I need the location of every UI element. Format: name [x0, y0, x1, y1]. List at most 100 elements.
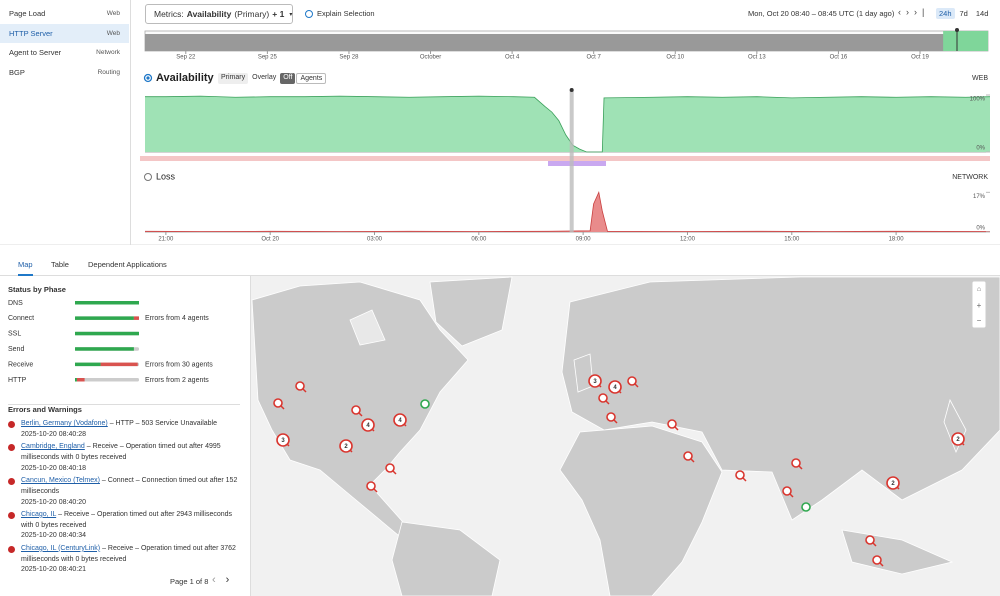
sidebar-tag: Web [106, 10, 120, 17]
error-location[interactable]: Berlin, Germany (Vodafone) [21, 420, 108, 427]
phase-error [76, 378, 85, 382]
map-marker[interactable] [273, 398, 285, 410]
phase-success [75, 347, 134, 351]
marker-count: 4 [366, 423, 370, 429]
tab[interactable]: Map [18, 260, 33, 276]
marker-ring [295, 381, 305, 391]
error-time: 2025-10-20 08:40:21 [21, 566, 86, 574]
map-marker[interactable] [366, 481, 378, 493]
map-marker[interactable] [351, 405, 363, 417]
marker-ring [683, 451, 693, 461]
sidebar-item[interactable]: BGP Routing [0, 63, 129, 82]
map-marker[interactable]: 4 [608, 380, 622, 394]
phase-success [75, 316, 134, 320]
map-marker[interactable] [295, 381, 307, 393]
strip [548, 161, 606, 166]
marker-tail [605, 400, 610, 405]
sidebar-item[interactable]: Page Load Web [0, 4, 129, 23]
range-button[interactable]: 14d [975, 9, 989, 18]
map: ⌂ + − 3 2 4 4 3 4 2 2 [251, 276, 1000, 596]
time-range: Mon, Oct 20 08:40 – 08:45 UTC (1 day ago… [748, 9, 895, 18]
marker-ring [872, 555, 882, 565]
sidebar-tag: Web [106, 29, 120, 37]
overview-tick-label: Sep 22 [176, 55, 196, 61]
home-icon[interactable]: ⌂ [977, 286, 981, 293]
metrics-label: Metrics: [154, 9, 184, 19]
y-tick-label: 0% [976, 146, 985, 152]
map-marker[interactable]: 2 [951, 432, 965, 446]
marker-ring [608, 380, 622, 394]
time-nav[interactable]: ‹››| [898, 7, 930, 17]
lakes [349, 309, 386, 346]
error-body: Berlin, Germany (Vodafone) – HTTP – 503 … [21, 419, 217, 441]
phase-success [75, 362, 101, 367]
map-marker[interactable] [865, 535, 877, 547]
map-marker[interactable] [627, 376, 639, 388]
sidebar-item[interactable]: HTTP Server Web [0, 23, 129, 43]
loss-line [144, 190, 991, 232]
phase-name: HTTP [8, 377, 27, 384]
explain-button[interactable]: Explain Selection [305, 9, 375, 18]
marker-ring [420, 399, 430, 409]
map-marker[interactable]: 3 [276, 433, 290, 447]
sidebar-item[interactable]: Agent to Server Network [0, 43, 129, 62]
error-list: Berlin, Germany (Vodafone) – HTTP – 503 … [8, 419, 240, 578]
map-marker[interactable] [598, 393, 610, 405]
page-nav[interactable]: ‹› [212, 574, 240, 586]
error-location[interactable]: Cambridge, England [21, 443, 85, 451]
marker-ring [606, 412, 616, 422]
zoom-out[interactable]: − [977, 316, 982, 325]
radio[interactable] [144, 173, 152, 181]
error-item: Cambridge, England – Receive – Operation… [8, 442, 240, 474]
error-location[interactable]: Chicago, IL (CenturyLink) [21, 544, 101, 552]
error-location[interactable]: Chicago, IL [21, 510, 57, 518]
mode-button[interactable]: Off [280, 73, 296, 84]
map-marker[interactable]: 2 [886, 476, 900, 490]
map-marker[interactable] [606, 412, 618, 424]
error-time: 2025-10-20 08:40:18 [21, 464, 86, 472]
phase-name: Receive [8, 361, 33, 368]
map-marker[interactable] [801, 502, 811, 512]
range-button[interactable]: 7d [959, 9, 968, 18]
marker-ring [886, 476, 900, 490]
overview-tick-label: October [420, 55, 441, 61]
error-location[interactable]: Cancun, Mexico (Telmex) [21, 476, 100, 484]
x-tick-label: 06:00 [471, 237, 487, 243]
metrics-dropdown[interactable]: Metrics: Availability (Primary) + 1 ▾ [145, 4, 293, 24]
phase-name: DNS [8, 300, 23, 307]
map-marker[interactable]: 4 [393, 413, 407, 427]
map-marker[interactable] [385, 463, 397, 475]
marker-ring [339, 439, 353, 453]
tab[interactable]: Table [51, 260, 69, 269]
marker-ring [273, 398, 283, 408]
marker-ring [627, 376, 637, 386]
map-marker[interactable]: 2 [339, 439, 353, 453]
map-marker[interactable] [872, 555, 884, 567]
mode-button[interactable]: Overlay [252, 74, 277, 81]
map-marker[interactable] [782, 486, 794, 498]
error-time: 2025-10-20 08:40:28 [21, 430, 86, 438]
left-panel: Status by Phase Errors and Warnings Berl… [0, 276, 251, 596]
map-marker[interactable] [667, 419, 679, 431]
tab[interactable]: Dependent Applications [88, 260, 167, 269]
zoom-in[interactable]: + [977, 301, 982, 310]
map-marker[interactable] [791, 458, 803, 470]
error-item: Berlin, Germany (Vodafone) – HTTP – 503 … [8, 419, 240, 441]
marker-ring [782, 486, 792, 496]
mode-buttons: Primary Overlay Off Agents [218, 73, 327, 84]
map-marker[interactable]: 3 [588, 374, 602, 388]
map-marker[interactable] [735, 470, 747, 482]
error-body: Chicago, IL (CenturyLink) – Receive – Op… [21, 544, 240, 576]
error-dot [8, 511, 15, 519]
error-item: Cancun, Mexico (Telmex) – Connect – Conn… [8, 476, 240, 508]
mode-button[interactable]: Primary [218, 73, 249, 84]
zoom-controls: ⌂ + − [971, 280, 987, 329]
marker-ring [951, 432, 965, 446]
map-marker[interactable]: 4 [361, 418, 375, 432]
map-marker[interactable] [420, 399, 430, 409]
mode-button[interactable]: Agents [296, 73, 327, 84]
map-marker[interactable] [683, 451, 695, 463]
range-button[interactable]: 24h [936, 8, 955, 19]
sidebar-label: Agent to Server [9, 48, 62, 57]
error-body: Cambridge, England – Receive – Operation… [21, 442, 240, 474]
